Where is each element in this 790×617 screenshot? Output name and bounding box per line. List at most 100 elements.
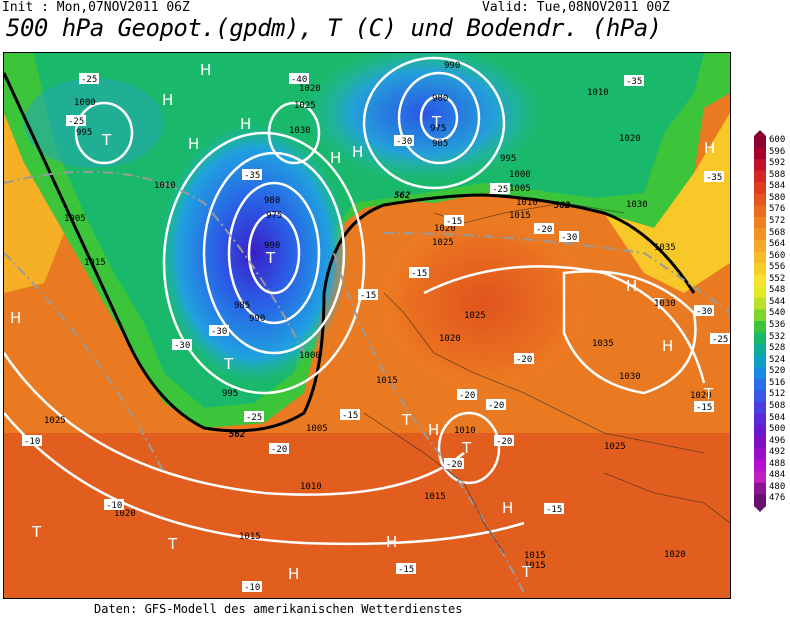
temperature-tag: -35 [242, 169, 262, 181]
pressure-centers: H H H H H H H H H H H H H H T T T T T T … [10, 61, 715, 583]
colorbar-segment [754, 136, 766, 149]
map-title: 500 hPa Geopot.(gpdm), T (C) und Bodendr… [6, 14, 662, 42]
pressure-label-group: 1000 995 1010 1005 1015 1020 1025 1030 9… [44, 61, 712, 571]
colorbar-level-label: 596 [769, 146, 786, 157]
colorbar-level-label: 600 [769, 135, 786, 145]
svg-text:-15: -15 [360, 291, 376, 301]
svg-text:-25: -25 [68, 117, 84, 127]
colorbar-level-label: 484 [769, 470, 786, 481]
pressure-label: 1005 [64, 214, 86, 224]
greenland-shading [24, 78, 164, 168]
temperature-tag: -25 [79, 73, 99, 85]
colorbar-level-label: 556 [769, 262, 786, 273]
colorbar-level-label: 528 [769, 343, 786, 354]
high-marker: H [200, 61, 211, 79]
svg-text:-10: -10 [24, 437, 40, 447]
low-core-shading [159, 123, 349, 383]
colorbar-level-label: 496 [769, 435, 786, 446]
data-source-note: Daten: GFS-Modell des amerikanischen Wet… [94, 602, 463, 616]
low-marker: T [653, 295, 664, 313]
svg-text:-30: -30 [174, 341, 190, 351]
colorbar-segment [754, 436, 766, 449]
pressure-label: 1025 [432, 238, 454, 248]
temperature-tag: -25 [66, 115, 86, 127]
colorbar-level-label: 568 [769, 227, 786, 238]
colorbar-segment [754, 159, 766, 172]
svg-text:-35: -35 [626, 77, 642, 87]
weather-map: 1000 995 1010 1005 1015 1020 1025 1030 9… [3, 52, 731, 599]
colorbar-segment [754, 263, 766, 276]
colorbar-segment [754, 448, 766, 461]
low-marker: T [703, 385, 714, 403]
colorbar-segment [754, 471, 766, 484]
temperature-tag: -30 [172, 339, 192, 351]
colorbar-level-label: 488 [769, 458, 786, 469]
pressure-label: 1015 [376, 376, 398, 386]
pressure-label: 1015 [239, 532, 261, 542]
colorbar-level-label: 480 [769, 481, 786, 492]
svg-text:-20: -20 [459, 391, 475, 401]
pressure-label: 975 [430, 124, 446, 134]
svg-text:-20: -20 [516, 355, 532, 365]
yellow-band-west [4, 113, 64, 293]
pressure-label: 1015 [524, 551, 546, 561]
svg-text:-15: -15 [411, 269, 427, 279]
pressure-label: 1025 [44, 416, 66, 426]
svg-text:-20: -20 [496, 437, 512, 447]
colorbar-level-label: 576 [769, 204, 786, 215]
pressure-label: 1035 [654, 243, 676, 253]
temperature-tag: -15 [396, 563, 416, 575]
pressure-label: 1010 [454, 426, 476, 436]
pressure-label: 1015 [424, 492, 446, 502]
colorbar-level-label: 572 [769, 215, 786, 226]
pressure-label: 1015 [524, 561, 546, 571]
pressure-label: 980 [264, 196, 280, 206]
temperature-tag: -25 [490, 183, 510, 195]
pressure-label: 990 [264, 241, 280, 251]
colorbar-arrow-bottom [754, 506, 766, 512]
pressure-label: 1020 [690, 391, 712, 401]
svg-text:-30: -30 [696, 307, 712, 317]
temperature-tag: -10 [104, 499, 124, 511]
temperature-tag: -30 [209, 325, 229, 337]
colorbar-level-label: 580 [769, 192, 786, 203]
high-marker: H [188, 135, 199, 153]
temperature-label-group: -25 -25 -40 -30 -35 -30 -30 -25 -20 -15 … [22, 73, 730, 593]
high-marker: H [386, 533, 397, 551]
svg-text:-40: -40 [291, 75, 307, 85]
temperature-tag: -15 [340, 409, 360, 421]
pressure-label: 1020 [664, 550, 686, 560]
colorbar-segment [754, 355, 766, 368]
colorbar-segment [754, 193, 766, 206]
svg-text:-35: -35 [706, 173, 722, 183]
colorbar-level-label: 500 [769, 424, 786, 435]
svg-text:-30: -30 [396, 137, 412, 147]
temperature-tag: -20 [269, 443, 289, 455]
colorbar-level-label: 584 [769, 181, 786, 192]
temperature-tag: -40 [289, 73, 309, 85]
low-marker: T [521, 563, 532, 581]
colorbar-segment [754, 251, 766, 264]
colorbar-arrow-top [754, 130, 766, 136]
temperature-tag: -20 [457, 389, 477, 401]
isobars [4, 56, 706, 546]
colorbar-level-label: 516 [769, 377, 786, 388]
temperature-tag: -35 [624, 75, 644, 87]
contour-562-labels: 562 562 562 [229, 191, 570, 440]
colorbar-level-label: 524 [769, 354, 786, 365]
colorbar-segment [754, 390, 766, 403]
pressure-label: 995 [76, 128, 92, 138]
colorbar-segment [754, 401, 766, 414]
colorbar-level-label: 560 [769, 250, 786, 261]
low-marker: T [431, 113, 442, 131]
temperature-tag: -20 [514, 353, 534, 365]
svg-text:-25: -25 [246, 413, 262, 423]
pressure-label: 1020 [114, 509, 136, 519]
svg-text:-25: -25 [712, 335, 728, 345]
pressure-label: 1030 [619, 372, 641, 382]
pressure-label: 1030 [626, 200, 648, 210]
pressure-label: 1000 [74, 98, 96, 108]
colorbar-segments [754, 130, 766, 512]
pressure-label: 1010 [587, 88, 609, 98]
pressure-label: 1035 [592, 339, 614, 349]
